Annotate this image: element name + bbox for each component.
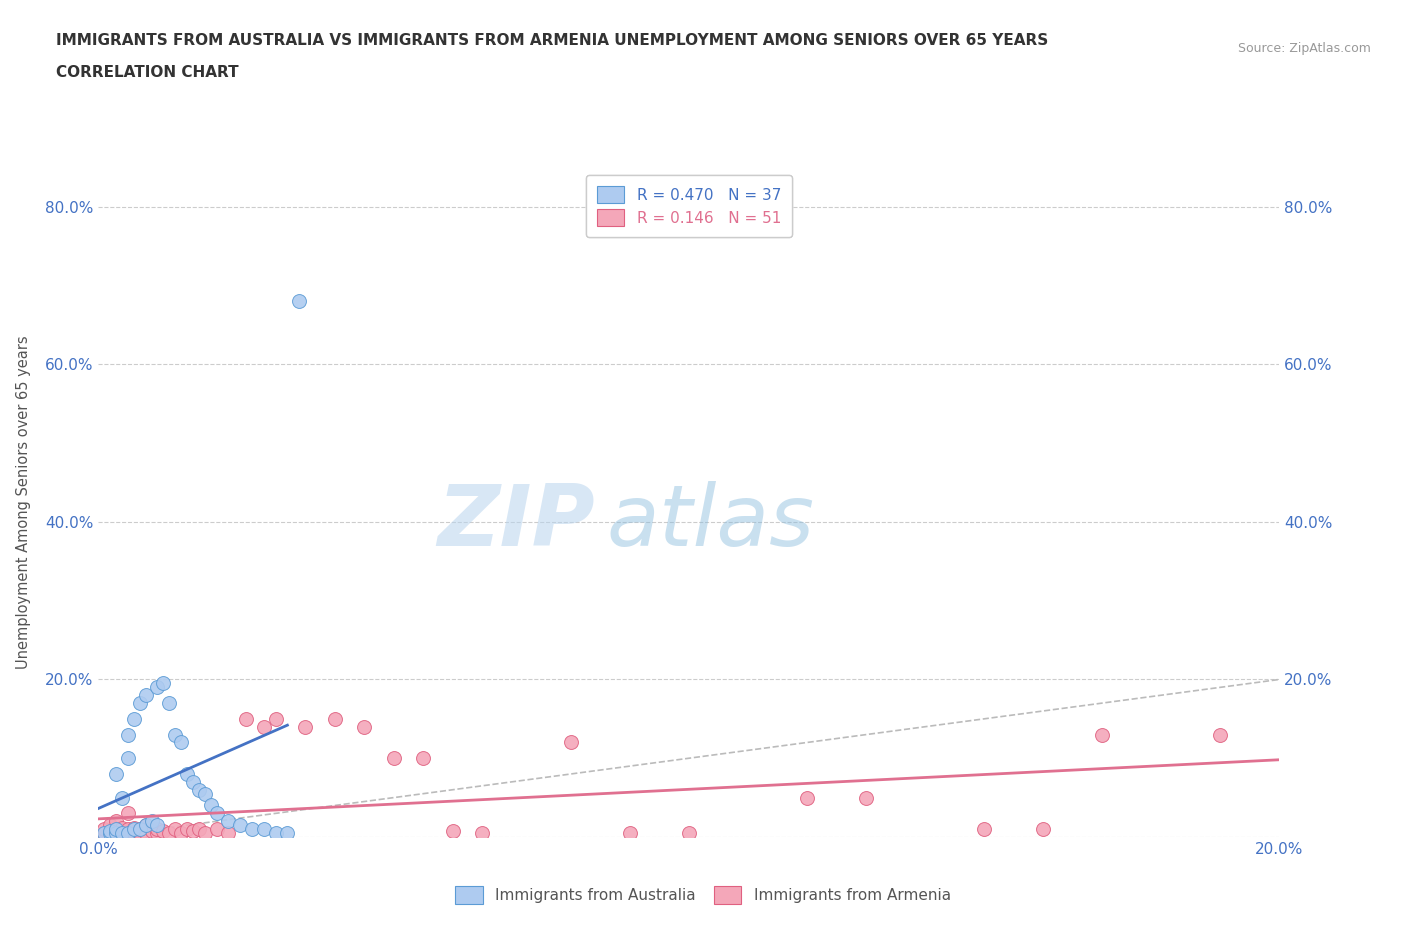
Text: ZIP: ZIP xyxy=(437,481,595,564)
Point xyxy=(111,826,134,841)
Point xyxy=(111,826,134,841)
Point xyxy=(135,817,157,832)
Point xyxy=(973,822,995,837)
Point xyxy=(170,735,193,750)
Point xyxy=(264,826,287,841)
Point xyxy=(264,711,287,726)
Point xyxy=(240,822,263,837)
Point xyxy=(98,823,121,838)
Point xyxy=(205,822,228,837)
Point xyxy=(181,823,204,838)
Point xyxy=(176,822,198,837)
Point xyxy=(122,822,145,837)
Point xyxy=(170,826,193,841)
Point xyxy=(276,826,298,841)
Point xyxy=(141,823,163,838)
Point xyxy=(619,826,641,841)
Point xyxy=(253,719,276,734)
Point xyxy=(135,688,157,703)
Point xyxy=(152,676,174,691)
Point xyxy=(105,822,128,837)
Point xyxy=(146,817,169,832)
Point xyxy=(105,826,128,841)
Point xyxy=(105,766,128,781)
Point xyxy=(1209,727,1232,742)
Point xyxy=(678,826,700,841)
Point xyxy=(105,822,128,837)
Text: IMMIGRANTS FROM AUSTRALIA VS IMMIGRANTS FROM ARMENIA UNEMPLOYMENT AMONG SENIORS : IMMIGRANTS FROM AUSTRALIA VS IMMIGRANTS … xyxy=(56,33,1049,47)
Point xyxy=(117,822,139,837)
Point xyxy=(229,817,252,832)
Text: Source: ZipAtlas.com: Source: ZipAtlas.com xyxy=(1237,42,1371,55)
Text: atlas: atlas xyxy=(606,481,814,564)
Point xyxy=(117,826,139,841)
Point xyxy=(93,826,115,841)
Point xyxy=(135,826,157,841)
Point xyxy=(98,826,121,841)
Point xyxy=(471,826,494,841)
Point xyxy=(128,696,150,711)
Point xyxy=(855,790,877,805)
Point xyxy=(157,696,180,711)
Point xyxy=(187,822,209,837)
Y-axis label: Unemployment Among Seniors over 65 years: Unemployment Among Seniors over 65 years xyxy=(17,336,31,669)
Point xyxy=(122,826,145,841)
Point xyxy=(560,735,582,750)
Legend: Immigrants from Australia, Immigrants from Armenia: Immigrants from Australia, Immigrants fr… xyxy=(446,877,960,913)
Point xyxy=(194,826,217,841)
Point xyxy=(194,786,217,801)
Point xyxy=(157,826,180,841)
Point xyxy=(200,798,222,813)
Point xyxy=(128,826,150,841)
Point xyxy=(98,817,121,832)
Point xyxy=(128,822,150,837)
Point xyxy=(152,823,174,838)
Point xyxy=(205,806,228,821)
Point xyxy=(181,775,204,790)
Point xyxy=(176,766,198,781)
Point xyxy=(382,751,405,765)
Legend: R = 0.470   N = 37, R = 0.146   N = 51: R = 0.470 N = 37, R = 0.146 N = 51 xyxy=(586,175,792,237)
Point xyxy=(217,826,239,841)
Point xyxy=(294,719,316,734)
Point xyxy=(288,294,311,309)
Point xyxy=(353,719,375,734)
Text: CORRELATION CHART: CORRELATION CHART xyxy=(56,65,239,80)
Point xyxy=(98,823,121,838)
Point xyxy=(796,790,818,805)
Point xyxy=(412,751,434,765)
Point xyxy=(146,826,169,841)
Point xyxy=(122,820,145,835)
Point xyxy=(146,822,169,837)
Point xyxy=(135,817,157,832)
Point xyxy=(165,727,187,742)
Point xyxy=(122,711,145,726)
Point xyxy=(441,823,464,838)
Point xyxy=(323,711,346,726)
Point xyxy=(117,806,139,821)
Point xyxy=(105,814,128,829)
Point xyxy=(105,826,128,841)
Point xyxy=(146,680,169,695)
Point xyxy=(235,711,257,726)
Point xyxy=(117,727,139,742)
Point xyxy=(117,751,139,765)
Point xyxy=(111,790,134,805)
Point xyxy=(128,822,150,837)
Point xyxy=(141,814,163,829)
Point xyxy=(117,826,139,841)
Point xyxy=(93,822,115,837)
Point xyxy=(217,814,239,829)
Point xyxy=(253,822,276,837)
Point xyxy=(98,826,121,841)
Point xyxy=(1091,727,1114,742)
Point xyxy=(93,826,115,841)
Point xyxy=(187,782,209,797)
Point xyxy=(1032,822,1054,837)
Point xyxy=(165,822,187,837)
Point xyxy=(111,820,134,835)
